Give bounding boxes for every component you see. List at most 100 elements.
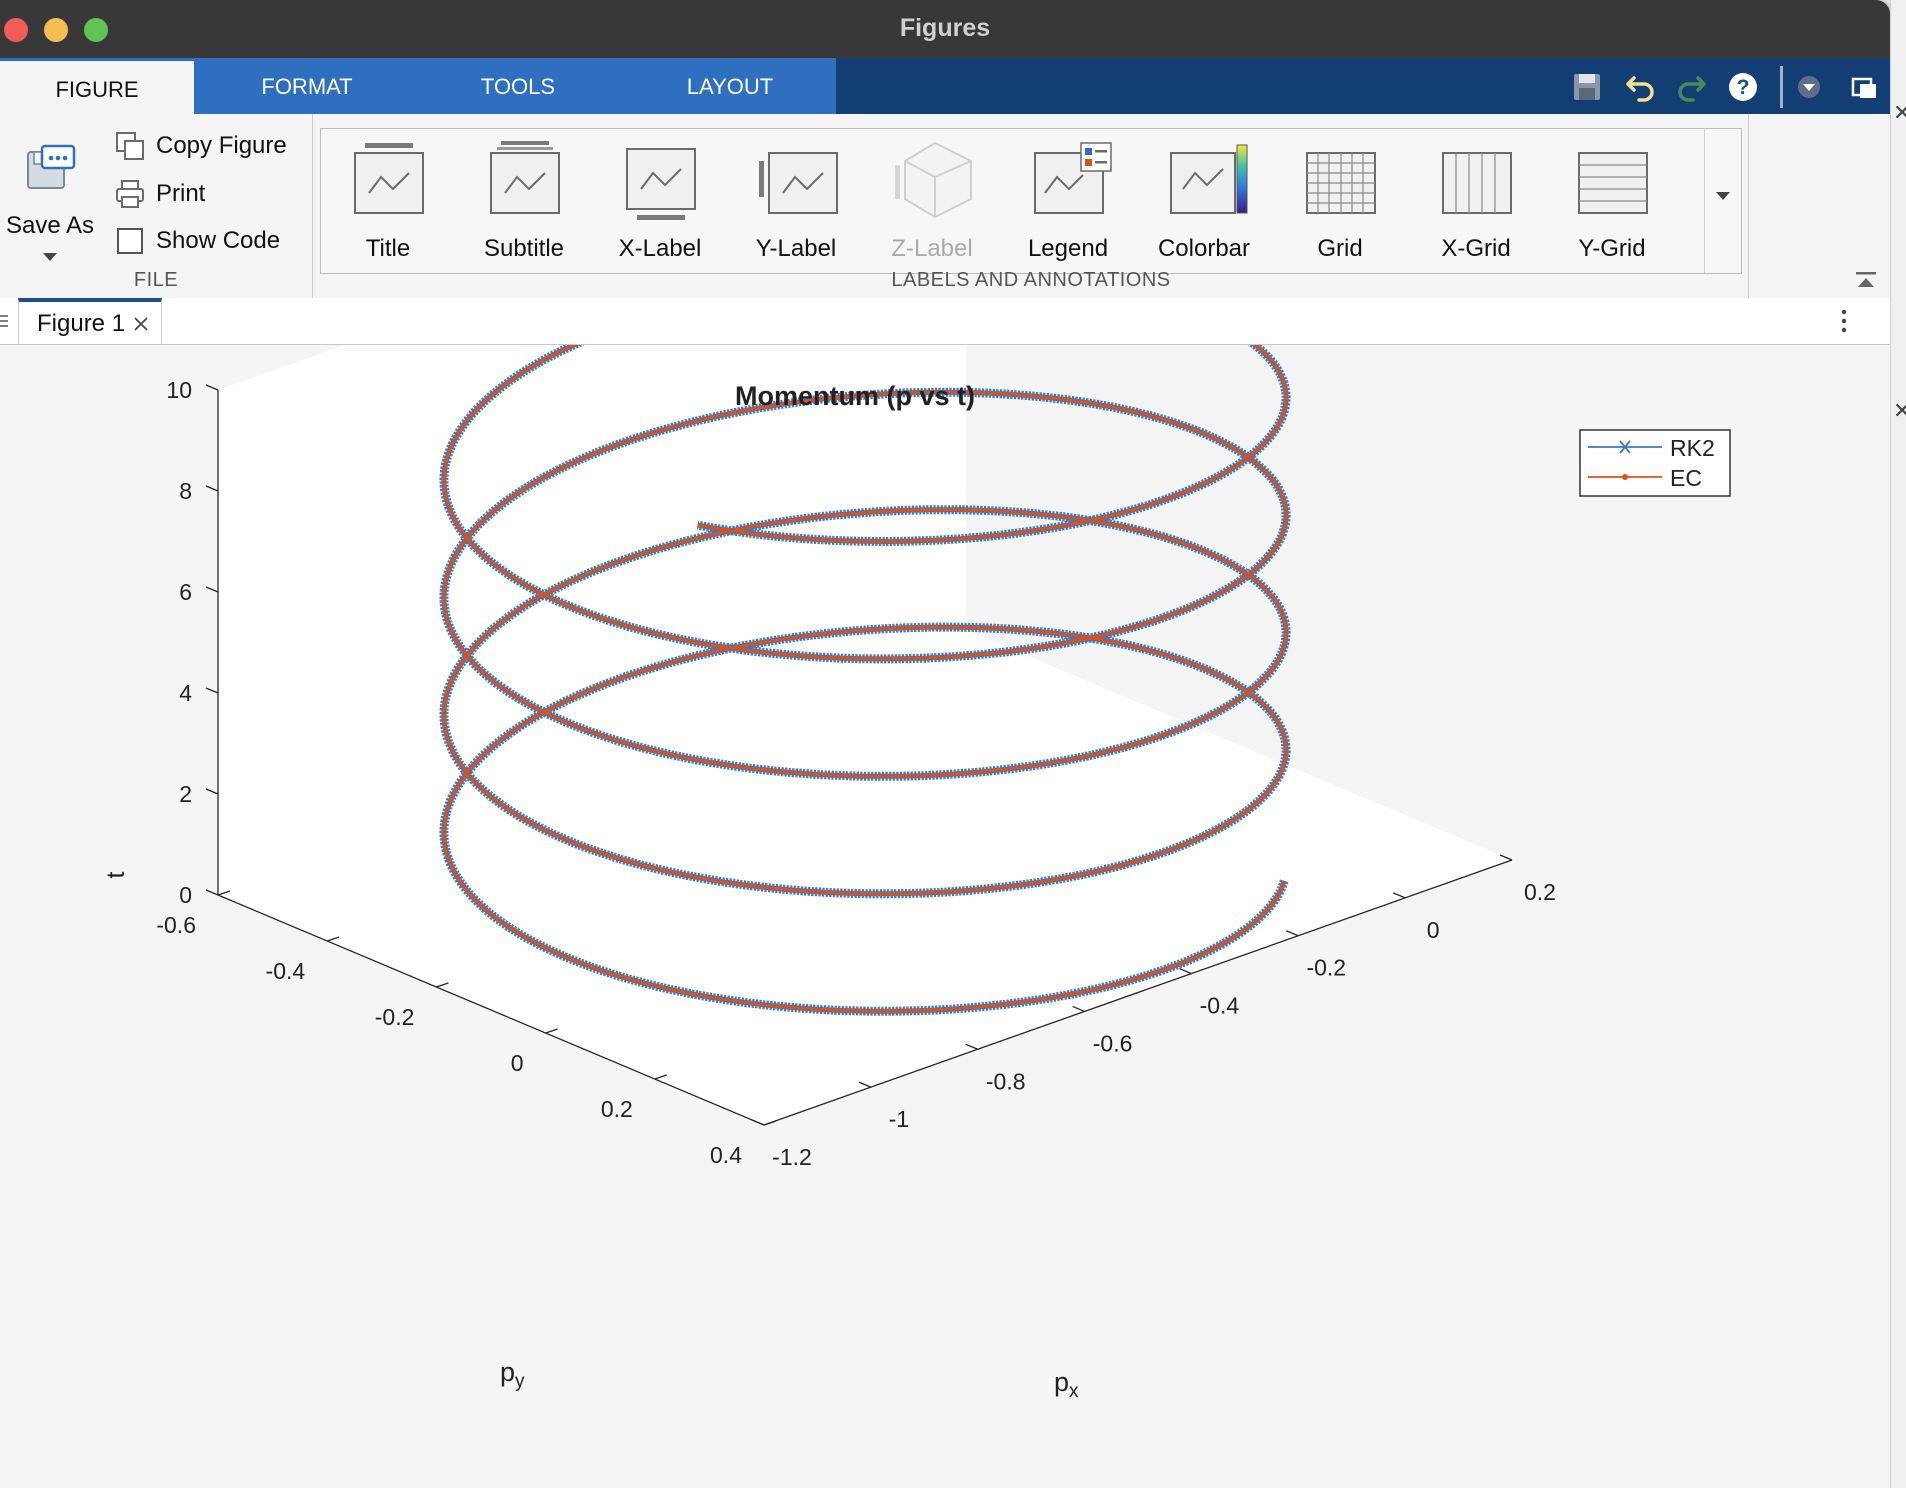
legend[interactable]: RK2 EC <box>1579 429 1731 497</box>
y-grid-button[interactable]: Y-Grid <box>1545 129 1679 273</box>
zoom-window-button[interactable] <box>84 18 108 42</box>
y-tick-label: -0.6 <box>156 912 196 938</box>
y-label-label: Y-Label <box>755 235 837 262</box>
grid-label: Grid <box>1317 235 1363 262</box>
toolbar-divider <box>1780 66 1783 108</box>
x-tick-label: -0.4 <box>1200 993 1240 1019</box>
x-tick-mark <box>1179 967 1192 975</box>
title-label: Title <box>365 235 411 262</box>
y-tick-label: 0.2 <box>601 1096 633 1122</box>
y-tick-mark <box>654 1074 668 1080</box>
print-button[interactable]: Print <box>114 174 205 214</box>
checkbox-box[interactable] <box>117 228 143 254</box>
chart-title: Momentum (p vs t) <box>735 381 975 411</box>
y-tick-label: -0.4 <box>266 958 306 984</box>
z-tick-label: 2 <box>179 781 192 807</box>
z-tick-label: 4 <box>179 680 192 706</box>
title-button[interactable]: Title <box>321 129 455 273</box>
tab-figure-1[interactable]: Figure 1 <box>18 298 162 344</box>
x-tick-mark <box>751 1119 765 1126</box>
x-grid-icon <box>1442 152 1512 214</box>
labels-section-label: LABELS AND ANNOTATIONS <box>891 269 1171 291</box>
x-axis-line <box>763 859 1513 1126</box>
legend-icon <box>1034 142 1112 214</box>
tab-tools[interactable]: TOOLS <box>480 74 556 99</box>
z-label-button[interactable]: Z-Label <box>865 129 999 273</box>
z-label-icon <box>895 141 972 219</box>
grid-button[interactable]: Grid <box>1273 129 1407 273</box>
minimize-window-button[interactable] <box>44 18 68 42</box>
close-window-button[interactable] <box>4 18 28 42</box>
y-grid-label: Y-Grid <box>1578 235 1646 262</box>
more-options-icon[interactable] <box>1840 308 1848 334</box>
subtitle-button[interactable]: Subtitle <box>457 129 591 273</box>
y-tick-label: 0.4 <box>710 1142 742 1168</box>
show-code-checkbox[interactable]: Show Code <box>114 221 280 261</box>
copy-figure-button[interactable]: Copy Figure <box>114 126 287 166</box>
legend-button[interactable]: Legend <box>1001 129 1135 273</box>
tab-figure[interactable]: FIGURE <box>0 58 194 114</box>
legend-rk2-label: RK2 <box>1670 435 1715 461</box>
chevron-down-icon <box>1716 192 1730 200</box>
y-tick-mark <box>436 982 449 988</box>
x-label-label: X-Label <box>618 235 702 262</box>
background-fragment-2: ✕ <box>1893 398 1906 424</box>
x-tick-label: 0 <box>1427 917 1440 943</box>
ribbon-tab-row: FIGURE FORMAT TOOLS LAYOUT ? <box>0 58 1890 114</box>
z-tick-mark <box>205 485 219 492</box>
z-tick-label: 0 <box>179 882 192 908</box>
z-tick-label: 8 <box>179 478 192 504</box>
tab-layout[interactable]: LAYOUT <box>686 74 774 99</box>
document-tab-bar: Figure 1 <box>0 298 1890 345</box>
subtitle-icon <box>490 141 560 214</box>
collapse-ribbon-icon[interactable] <box>1854 270 1878 290</box>
x-axis-label: px <box>1054 1367 1079 1402</box>
save-icon[interactable] <box>1570 70 1604 104</box>
z-tick-mark <box>205 384 219 391</box>
tab-format[interactable]: FORMAT <box>261 74 353 99</box>
legend-ec-marker <box>1622 474 1628 480</box>
z-tick-label: 10 <box>166 377 192 403</box>
x-tick-label: -1.2 <box>772 1144 812 1170</box>
labels-gallery: Title Subtitle X-Label <box>320 128 1742 274</box>
help-icon[interactable]: ? <box>1726 70 1760 104</box>
y-tick-mark <box>763 1120 777 1126</box>
save-as-label: Save As <box>5 212 95 239</box>
undo-icon[interactable] <box>1624 70 1658 104</box>
title-bar: Figures <box>0 0 1890 59</box>
close-icon[interactable] <box>133 316 149 332</box>
x-tick-mark <box>965 1043 978 1050</box>
save-as-button[interactable]: Save As <box>0 128 100 268</box>
z-tick-mark <box>205 889 219 896</box>
plot-axes[interactable]: -1.2 -1 -0.8 -0.6 -0.4 -0.2 0 0.2 -0.6 -0.4 -0.2 0 0… <box>0 125 1890 1488</box>
x-tick-mark <box>1286 930 1299 937</box>
y-label-button[interactable]: Y-Label <box>729 129 863 273</box>
copy-figure-label: Copy Figure <box>156 132 287 159</box>
colorbar-button[interactable]: Colorbar <box>1137 129 1271 273</box>
x-label-icon <box>626 148 696 220</box>
y-tick-mark <box>545 1028 558 1034</box>
ribbon-tab-strip <box>194 58 836 114</box>
x-tick-mark <box>858 1081 872 1088</box>
dropdown-icon[interactable] <box>1792 70 1826 104</box>
legend-rk2-marker <box>1619 440 1631 454</box>
svg-text:?: ? <box>1737 76 1750 99</box>
printer-icon <box>116 180 144 208</box>
z-tick-mark <box>205 586 219 593</box>
window-title: Figures <box>899 14 991 42</box>
grid-icon <box>1306 152 1376 214</box>
panel-menu-icon[interactable] <box>0 314 10 328</box>
copy-icon <box>116 132 144 160</box>
z-label-label: Z-Label <box>891 235 973 262</box>
gallery-expand-button[interactable] <box>1704 129 1741 273</box>
x-label-button[interactable]: X-Label <box>593 129 727 273</box>
x-grid-button[interactable]: X-Grid <box>1409 129 1543 273</box>
x-tick-mark <box>1392 892 1406 899</box>
z-tick-label: 6 <box>179 579 192 605</box>
redo-icon[interactable] <box>1674 70 1708 104</box>
section-divider <box>1748 114 1749 298</box>
figure-canvas[interactable]: -1.2 -1 -0.8 -0.6 -0.4 -0.2 0 0.2 -0.6 -0.4 -0.2 0 0… <box>0 125 1890 1488</box>
undock-icon[interactable] <box>1848 70 1882 104</box>
y-label-icon <box>759 152 838 214</box>
tab-figure-1-label: Figure 1 <box>37 310 126 337</box>
